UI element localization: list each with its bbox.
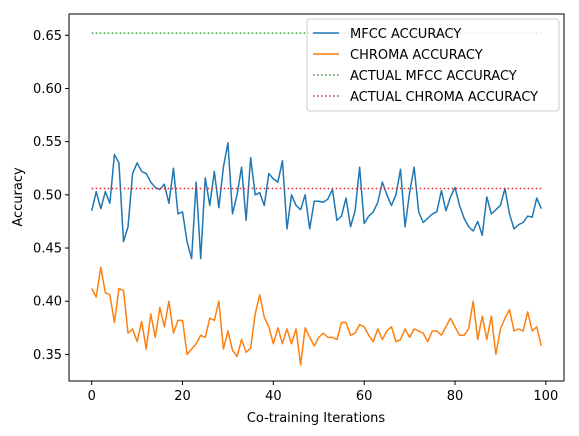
x-axis: 0 20 40 60 80 100 [88,381,558,404]
y-tick-label: 0.50 [33,188,62,203]
plot-frame [68,13,565,382]
legend-box [306,18,560,112]
x-tick-label: 60 [356,389,373,404]
legend-label-actual-mfcc-accuracy: ACTUAL MFCC ACCURACY [350,69,517,84]
series-line-mfcc-accuracy [90,141,542,260]
x-tick-label: 40 [265,389,282,404]
legend: MFCC ACCURACY CHROMA ACCURACY ACTUAL MFCC … [306,18,560,112]
series-line-chroma-accuracy [91,266,543,366]
x-tick-label: 20 [174,389,191,404]
y-axis-label: Accuracy [11,167,26,227]
y-tick-label: 0.65 [33,29,62,44]
y-tick-label: 0.40 [33,295,62,310]
x-axis-label: Co-training Iterations [247,411,386,426]
legend-label-chroma-accuracy: CHROMA ACCURACY [350,48,483,63]
x-tick-label: 0 [88,389,96,404]
legend-label-actual-chroma-accuracy: ACTUAL CHROMA ACCURACY [350,90,538,105]
y-tick-label: 0.55 [33,135,62,150]
y-tick-label: 0.35 [33,348,62,363]
legend-label-mfcc-accuracy: MFCC ACCURACY [350,27,461,42]
y-tick-label: 0.60 [33,82,62,97]
y-tick-label: 0.45 [33,242,62,257]
x-tick-label: 100 [533,389,558,404]
y-axis: 0.35 0.40 0.45 0.50 0.55 0.60 0.65 [33,29,69,363]
x-tick-label: 80 [447,389,464,404]
